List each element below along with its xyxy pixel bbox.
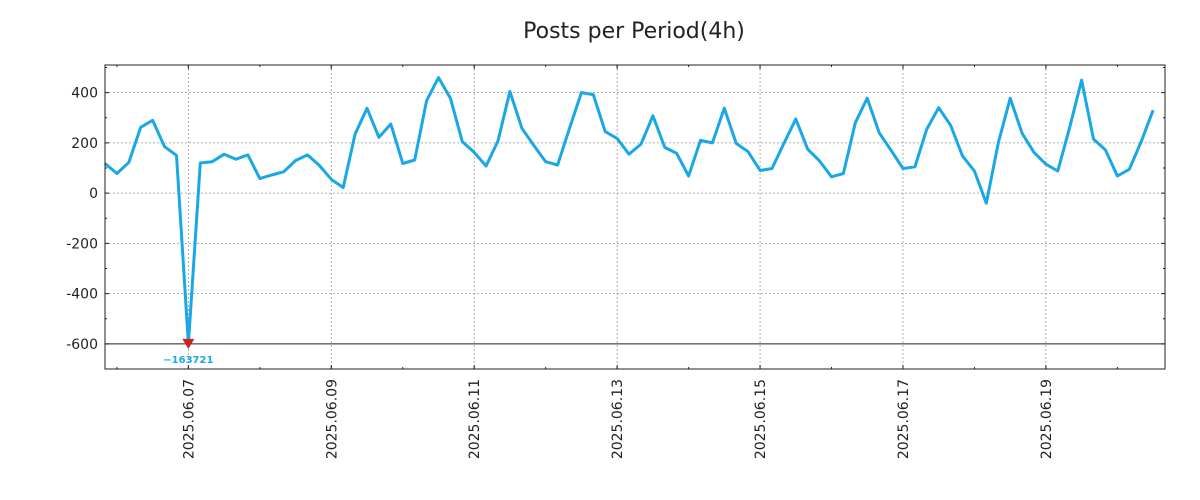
x-tick-label: 2025.06.17 [896, 379, 912, 459]
x-tick-label: 2025.06.07 [181, 379, 197, 459]
y-tick-label: 0 [89, 186, 98, 202]
y-axis: 400 200 0 -200 -400 -600 [66, 67, 1165, 370]
x-tick-label: 2025.06.15 [753, 379, 769, 459]
annotation-layer: −163721 [163, 338, 213, 366]
x-tick-label: 2025.06.13 [610, 379, 626, 459]
min-marker [182, 338, 195, 349]
x-tick-label: 2025.06.19 [1039, 379, 1055, 459]
y-tick-label: 200 [71, 136, 98, 152]
x-tick-label: 2025.06.09 [324, 379, 340, 459]
y-tick-label: 400 [71, 86, 98, 102]
series-line [104, 76, 1155, 346]
y-tick-label: -200 [66, 236, 98, 252]
chart-title: Posts per Period(4h) [523, 19, 745, 44]
min-annotation-label: −163721 [163, 355, 213, 366]
y-tick-label: -400 [66, 287, 98, 303]
y-tick-label: -600 [66, 337, 98, 353]
x-axis: 2025.06.07 2025.06.09 2025.06.11 2025.06.13… [116, 65, 1118, 459]
x-tick-label: 2025.06.11 [467, 379, 483, 459]
plot-frame [104, 64, 1166, 370]
series-layer [104, 76, 1155, 346]
